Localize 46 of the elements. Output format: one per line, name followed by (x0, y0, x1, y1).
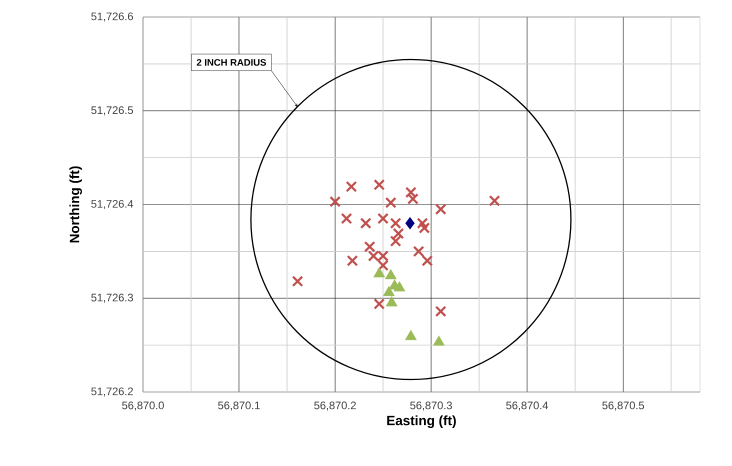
point (329, 196, 341, 208)
point (412, 246, 424, 258)
x-tick-label: 56,870.2 (314, 402, 356, 411)
y-tick-label: 51,726.2 (91, 387, 133, 397)
point (385, 196, 396, 208)
y-tick-label: 51,726.3 (91, 294, 133, 303)
point (346, 180, 358, 192)
x-tick-label: 56,870.5 (602, 402, 644, 411)
point (360, 218, 372, 229)
y-tick-label: 51,726.6 (91, 12, 133, 22)
point (422, 255, 433, 266)
point (377, 260, 389, 272)
point (435, 306, 446, 318)
x-axis-title: Easting (ft) (387, 415, 456, 428)
point (405, 217, 415, 230)
y-tick-label: 51,726.4 (91, 200, 134, 210)
point (433, 336, 445, 346)
point (435, 204, 446, 215)
point (392, 228, 404, 240)
point (384, 269, 397, 280)
point (390, 218, 402, 229)
point (292, 276, 304, 287)
point (418, 222, 430, 234)
point (373, 267, 386, 278)
point (374, 179, 385, 190)
point (407, 193, 419, 205)
point (416, 218, 428, 229)
x-tick-label: 56,870.1 (218, 402, 260, 411)
point (374, 298, 385, 310)
point (364, 241, 376, 252)
point (383, 286, 395, 296)
point (488, 195, 500, 206)
y-tick-label: 51,726.5 (91, 106, 134, 116)
point (390, 235, 402, 247)
annotation: 2 INCH RADIUS (196, 59, 266, 66)
point (405, 330, 417, 340)
point (405, 186, 417, 198)
point (346, 255, 358, 266)
y-axis-title: Northing (ft) (69, 166, 82, 242)
x-tick-label: 56,870.3 (410, 402, 452, 411)
point (340, 212, 352, 224)
point (377, 212, 389, 224)
x-tick-label: 56,870.0 (122, 402, 164, 411)
x-tick-label: 56,870.4 (506, 402, 548, 411)
point (386, 296, 398, 306)
point (394, 281, 406, 292)
